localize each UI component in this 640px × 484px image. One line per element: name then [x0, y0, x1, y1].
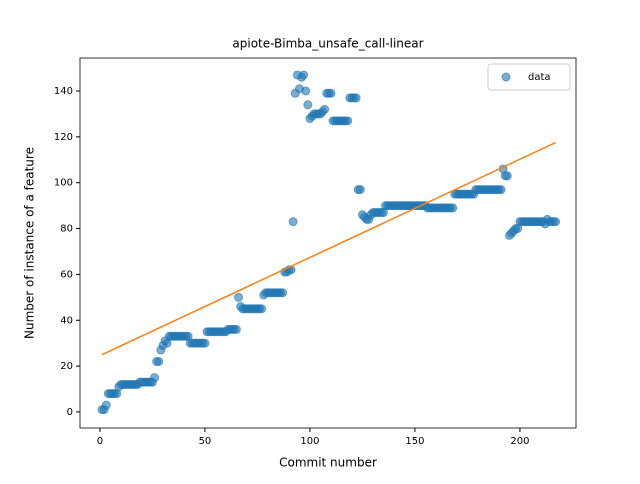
y-tick-label: 60 [60, 269, 73, 280]
x-tick-label: 100 [300, 436, 319, 447]
legend-box [487, 63, 571, 91]
data-point [448, 203, 458, 213]
data-point [234, 292, 244, 302]
x-tick-label: 150 [405, 436, 424, 447]
x-tick-label: 0 [97, 436, 103, 447]
data-point [343, 116, 353, 126]
y-tick-label: 0 [67, 407, 73, 418]
y-tick-label: 100 [54, 178, 73, 189]
data-point [351, 93, 361, 103]
y-tick-label: 140 [54, 86, 73, 97]
data-point [502, 171, 512, 181]
fit-line [101, 141, 556, 356]
y-tick-label: 20 [60, 361, 73, 372]
data-point [299, 70, 309, 80]
x-tick-label: 50 [199, 436, 212, 447]
data-point [101, 400, 111, 410]
data-point [288, 217, 298, 227]
legend-marker [501, 72, 511, 82]
data-point [154, 357, 164, 367]
data-point [496, 185, 506, 195]
y-tick-label: 120 [54, 132, 73, 143]
data-point [355, 185, 365, 195]
data-point [150, 373, 160, 383]
y-tick-label: 80 [60, 224, 73, 235]
data-point [231, 324, 241, 334]
x-tick-label: 200 [510, 436, 529, 447]
plot-frame [79, 57, 577, 429]
y-axis-label: Number of instance of a feature [23, 147, 37, 339]
x-axis-label: Commit number [279, 456, 377, 470]
data-point [301, 86, 311, 96]
data-point [278, 288, 288, 298]
chart-title: apiote-Bimba_unsafe_call-linear [232, 37, 423, 51]
data-point [551, 217, 561, 227]
y-tick-label: 40 [60, 315, 73, 326]
data-point [200, 338, 210, 348]
data-point [326, 88, 336, 98]
data-point [320, 104, 330, 114]
data-point [303, 100, 313, 110]
data-point [257, 304, 267, 314]
legend-label: data [528, 72, 551, 83]
